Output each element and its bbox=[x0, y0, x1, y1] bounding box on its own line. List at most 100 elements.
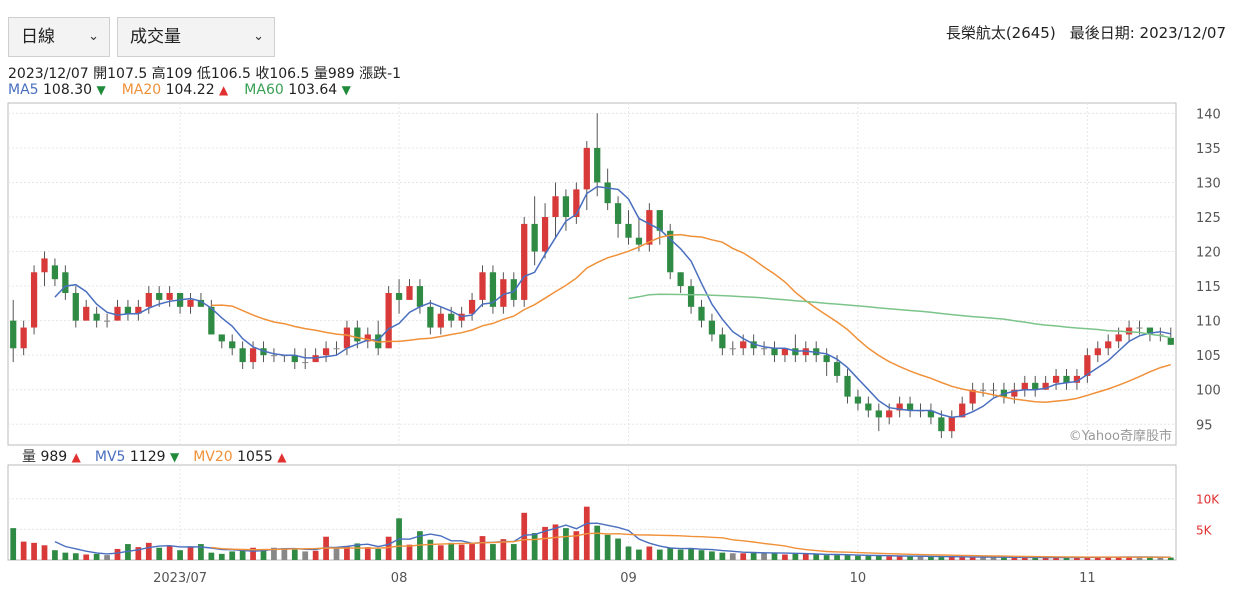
ma-legend-item-label: MA5 bbox=[8, 82, 44, 98]
candle-body bbox=[604, 182, 611, 204]
candle-body bbox=[103, 320, 111, 322]
candle-body bbox=[333, 348, 340, 350]
volume-bar bbox=[855, 555, 861, 560]
candle-body bbox=[833, 362, 841, 376]
volume-bar bbox=[510, 544, 517, 560]
volume-bar bbox=[698, 550, 705, 560]
mv-legend-item-value: 989 bbox=[40, 449, 72, 465]
mv-legend-item-2: MV20 1055 ▲ bbox=[193, 449, 286, 465]
candle-body bbox=[698, 306, 705, 321]
candle-body bbox=[959, 403, 966, 418]
candle-body bbox=[83, 306, 90, 321]
volume-bar bbox=[834, 555, 840, 560]
volume-bar bbox=[823, 555, 830, 560]
candle-body bbox=[1063, 375, 1070, 383]
volume-bar bbox=[980, 557, 986, 560]
volume-bar bbox=[52, 550, 58, 560]
candle-body bbox=[145, 293, 152, 307]
volume-bar bbox=[636, 549, 642, 560]
candle-body bbox=[927, 410, 935, 418]
volume-bar bbox=[1126, 556, 1132, 560]
candle-body bbox=[938, 417, 945, 432]
triangle-up-icon: ▲ bbox=[219, 83, 229, 97]
volume-bar bbox=[969, 556, 976, 560]
candle-body bbox=[781, 348, 789, 356]
candle-body bbox=[521, 223, 528, 300]
candle-body bbox=[239, 348, 246, 363]
volume-bar bbox=[333, 547, 340, 560]
mv20-line bbox=[211, 532, 1171, 558]
candle-body bbox=[708, 320, 716, 335]
volume-bar bbox=[271, 547, 277, 560]
volume-bar bbox=[125, 544, 131, 560]
ma-legend-item-1: MA20 104.22 ▲ bbox=[122, 82, 229, 98]
volume-bar bbox=[375, 548, 382, 560]
volume-bar bbox=[667, 547, 674, 560]
mv5-line bbox=[54, 522, 1171, 559]
volume-bar bbox=[761, 552, 767, 560]
ma60-line bbox=[628, 293, 1171, 339]
price-panel bbox=[7, 102, 1177, 446]
price-tick-label: 130 bbox=[1196, 176, 1221, 191]
volume-bar bbox=[928, 556, 934, 560]
volume-bar bbox=[500, 539, 507, 560]
volume-bar bbox=[531, 533, 538, 560]
candle-body bbox=[322, 348, 330, 356]
candle-body bbox=[30, 272, 38, 328]
candle-body bbox=[187, 299, 194, 307]
candle-body bbox=[354, 327, 361, 342]
mv-legend-item-label: MV5 bbox=[94, 449, 130, 465]
volume-bar bbox=[917, 556, 924, 560]
price-tick-label: 95 bbox=[1196, 418, 1213, 433]
candle-body bbox=[437, 313, 444, 328]
candle-body bbox=[677, 272, 684, 287]
candle-body bbox=[156, 293, 163, 300]
volume-bar bbox=[364, 547, 371, 560]
period-select[interactable]: 日線 ⌄ bbox=[8, 17, 110, 57]
volume-bar bbox=[177, 550, 183, 560]
ma-legend-item-label: MA60 bbox=[244, 82, 289, 98]
volume-bar bbox=[656, 549, 663, 560]
volume-bar bbox=[187, 546, 194, 560]
candle-body bbox=[41, 258, 48, 273]
volume-bar bbox=[677, 549, 684, 560]
volume-bar bbox=[573, 531, 580, 560]
triangle-up-icon: ▲ bbox=[71, 450, 81, 464]
mv-legend-item-label: MV20 bbox=[193, 449, 238, 465]
price-tick-label: 125 bbox=[1196, 211, 1221, 226]
candle-body bbox=[729, 348, 736, 350]
candle-body bbox=[489, 272, 497, 307]
stock-name: 長榮航太(2645) bbox=[945, 24, 1056, 42]
volume-bar bbox=[865, 555, 872, 560]
candle-body bbox=[552, 196, 559, 217]
price-tick-label: 135 bbox=[1196, 142, 1221, 157]
candle-body bbox=[93, 313, 100, 321]
candle-body bbox=[208, 306, 215, 335]
volume-bar bbox=[542, 526, 548, 560]
candle-body bbox=[1032, 382, 1039, 390]
candle-body bbox=[385, 293, 392, 349]
volume-bar bbox=[156, 547, 163, 560]
candle-body bbox=[865, 403, 872, 411]
candle-body bbox=[771, 348, 778, 356]
indicator-select[interactable]: 成交量 ⌄ bbox=[117, 17, 275, 57]
period-select-value: 日線 bbox=[21, 27, 55, 47]
volume-bar bbox=[948, 556, 955, 560]
volume-bar bbox=[896, 556, 903, 560]
ma-legend-item-value: 104.22 bbox=[165, 82, 220, 98]
candle-body bbox=[594, 147, 601, 183]
volume-bar bbox=[229, 551, 236, 560]
volume-bar bbox=[709, 551, 715, 560]
candle-body bbox=[531, 223, 538, 252]
volume-bar bbox=[20, 541, 27, 560]
candle-body bbox=[135, 306, 142, 314]
candle-body bbox=[844, 375, 851, 397]
volume-bar bbox=[104, 555, 110, 560]
x-tick-label: 2023/07 bbox=[153, 571, 207, 586]
chevron-down-icon: ⌄ bbox=[88, 29, 99, 44]
candle-body bbox=[51, 265, 59, 280]
candle-body bbox=[541, 217, 549, 252]
volume-bar bbox=[604, 534, 611, 560]
price-tick-label: 110 bbox=[1196, 315, 1221, 330]
candle-body bbox=[124, 306, 132, 314]
